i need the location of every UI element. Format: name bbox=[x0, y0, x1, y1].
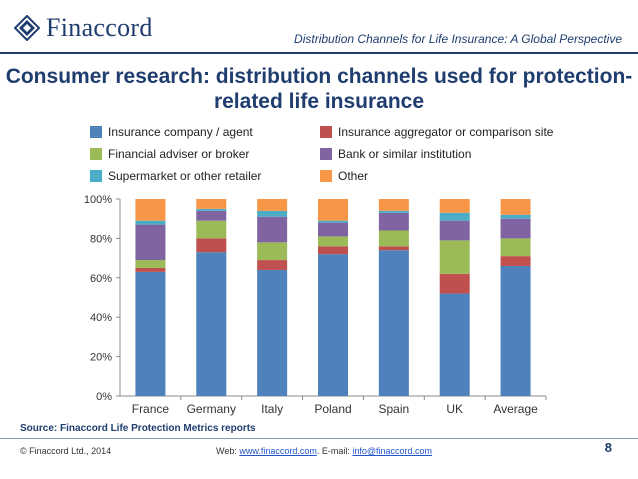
bar-segment bbox=[500, 265, 531, 396]
legend-label: Financial adviser or broker bbox=[108, 147, 250, 161]
bar-segment bbox=[196, 199, 227, 209]
legend-label: Other bbox=[338, 169, 369, 183]
legend-item: Other bbox=[320, 169, 368, 183]
bar-segment bbox=[439, 293, 470, 396]
web-label: Web: bbox=[216, 446, 240, 456]
x-tick-label: France bbox=[132, 402, 170, 416]
bar-segment bbox=[378, 250, 409, 396]
legend-item: Supermarket or other retailer bbox=[90, 169, 261, 183]
bar-segment bbox=[135, 224, 166, 261]
bar-segment bbox=[378, 230, 409, 247]
legend-item: Insurance aggregator or comparison site bbox=[320, 125, 553, 139]
bar-segment bbox=[500, 238, 531, 257]
bar-segment bbox=[257, 260, 288, 270]
header-divider bbox=[0, 52, 638, 54]
x-tick-label: Average bbox=[493, 402, 538, 416]
y-tick-label: 40% bbox=[90, 312, 112, 324]
bar-segment bbox=[318, 220, 348, 223]
chart-title: Consumer research: distribution channels… bbox=[5, 65, 633, 113]
bar-segment bbox=[439, 212, 470, 221]
logo-text: Finaccord bbox=[46, 13, 153, 42]
bar-segment bbox=[318, 222, 348, 237]
legend-swatch bbox=[320, 148, 332, 160]
legend-swatch bbox=[320, 126, 332, 138]
y-tick-label: 0% bbox=[96, 391, 112, 403]
bar-segment bbox=[257, 210, 288, 217]
bar-segment bbox=[196, 238, 227, 253]
legend-swatch bbox=[90, 170, 102, 182]
legend-swatch bbox=[320, 170, 332, 182]
legend-swatch bbox=[90, 148, 102, 160]
bar-segment bbox=[257, 216, 288, 243]
bar-segment bbox=[439, 220, 470, 241]
footer-contact: Web: www.finaccord.com. E-mail: info@fin… bbox=[216, 446, 432, 456]
bar-segment bbox=[196, 252, 227, 396]
bar-segment bbox=[135, 220, 166, 225]
bar-segment bbox=[500, 199, 531, 215]
finaccord-logo: Finaccord bbox=[14, 13, 153, 43]
legend-label: Supermarket or other retailer bbox=[108, 169, 262, 183]
bar-segment bbox=[439, 199, 470, 213]
footer-divider bbox=[0, 438, 638, 439]
bar-segment bbox=[196, 208, 227, 211]
x-tick-label: UK bbox=[446, 402, 463, 416]
legend-swatch bbox=[90, 126, 102, 138]
x-tick-label: Italy bbox=[261, 402, 283, 416]
bar-segment bbox=[318, 199, 348, 221]
page-number: 8 bbox=[604, 440, 612, 455]
bar-segment bbox=[135, 199, 166, 221]
bar-segment bbox=[196, 220, 227, 239]
bar-segment bbox=[439, 273, 470, 294]
legend-item: Insurance company / agent bbox=[90, 125, 253, 139]
bar-segment bbox=[439, 240, 470, 274]
bar-segment bbox=[318, 254, 348, 396]
bar-segment bbox=[135, 271, 166, 396]
legend-label: Bank or similar institution bbox=[338, 147, 472, 161]
legend-item: Bank or similar institution bbox=[320, 147, 471, 161]
bar-segment bbox=[500, 256, 531, 266]
header-title: Distribution Channels for Life Insurance… bbox=[294, 32, 622, 46]
bar-segment bbox=[196, 210, 227, 221]
bar-segment bbox=[318, 246, 348, 255]
y-tick-label: 100% bbox=[84, 194, 112, 206]
bar-segment bbox=[500, 214, 531, 219]
bar-segment bbox=[135, 260, 166, 268]
web-link[interactable]: www.finaccord.com bbox=[239, 446, 317, 456]
x-tick-label: Germany bbox=[187, 402, 236, 416]
email-link[interactable]: info@finaccord.com bbox=[352, 446, 433, 456]
bar-segment bbox=[257, 242, 288, 261]
bar-segment bbox=[318, 236, 348, 247]
bar-segment bbox=[378, 210, 409, 213]
legend-label: Insurance company / agent bbox=[108, 125, 253, 139]
y-tick-label: 60% bbox=[90, 273, 112, 285]
y-tick-label: 20% bbox=[90, 352, 112, 364]
bar-segment bbox=[135, 267, 166, 272]
bar-segment bbox=[378, 199, 409, 211]
x-tick-label: Spain bbox=[379, 402, 410, 416]
bar-segment bbox=[378, 212, 409, 231]
bar-segment bbox=[257, 269, 288, 396]
bar-segment bbox=[378, 246, 409, 251]
legend-item: Financial adviser or broker bbox=[90, 147, 249, 161]
footer-copyright: © Finaccord Ltd., 2014 bbox=[20, 446, 112, 456]
x-tick-label: Poland bbox=[314, 402, 351, 416]
bar-segment bbox=[257, 199, 288, 211]
email-label: . E-mail: bbox=[316, 446, 353, 456]
finaccord-logo-icon bbox=[14, 15, 40, 41]
bar-segment bbox=[500, 218, 531, 239]
source-note: Source: Finaccord Life Protection Metric… bbox=[20, 423, 256, 434]
y-tick-label: 80% bbox=[90, 233, 112, 245]
legend-label: Insurance aggregator or comparison site bbox=[338, 125, 554, 139]
